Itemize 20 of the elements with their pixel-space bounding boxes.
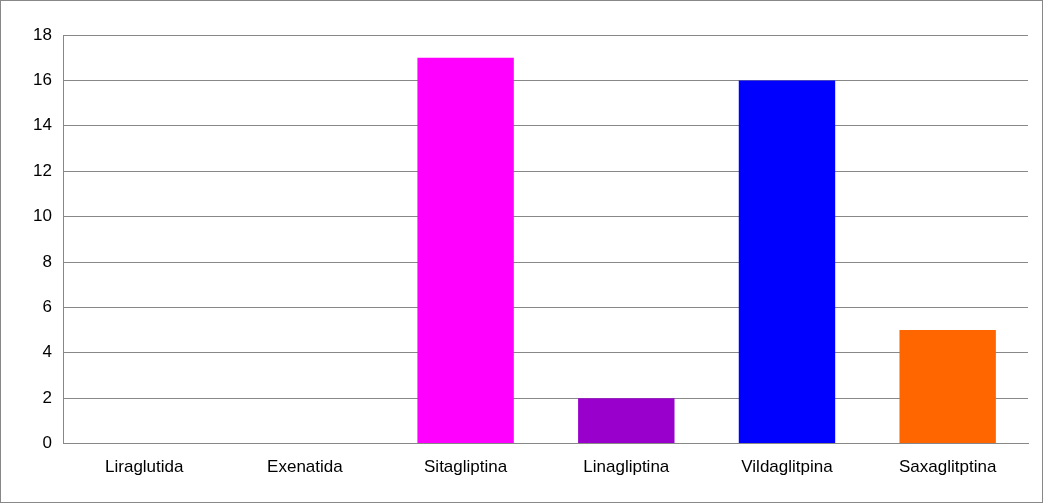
- x-tick-label: Sitagliptina: [424, 457, 508, 477]
- y-tick-label: 12: [32, 160, 52, 180]
- bar: [578, 398, 675, 444]
- y-tick-label: 2: [42, 387, 52, 407]
- y-tick-label: 18: [32, 24, 52, 44]
- x-tick-label: Saxaglitptina: [898, 457, 997, 477]
- y-tick-label: 8: [42, 251, 52, 271]
- y-tick-label: 0: [42, 433, 52, 453]
- x-tick-label: Liraglutida: [105, 457, 185, 477]
- x-tick-label: Exenatida: [267, 457, 344, 477]
- bar: [899, 330, 996, 444]
- x-tick-label: Vildaglitpina: [741, 457, 834, 477]
- x-tick-label: Linagliptina: [583, 457, 670, 477]
- y-tick-label: 4: [42, 342, 52, 362]
- bar: [417, 57, 514, 444]
- y-tick-label: 16: [32, 70, 52, 90]
- bar: [738, 80, 836, 444]
- y-tick-label: 6: [42, 297, 52, 317]
- y-tick-label: 10: [32, 206, 52, 226]
- y-tick-label: 14: [32, 115, 52, 135]
